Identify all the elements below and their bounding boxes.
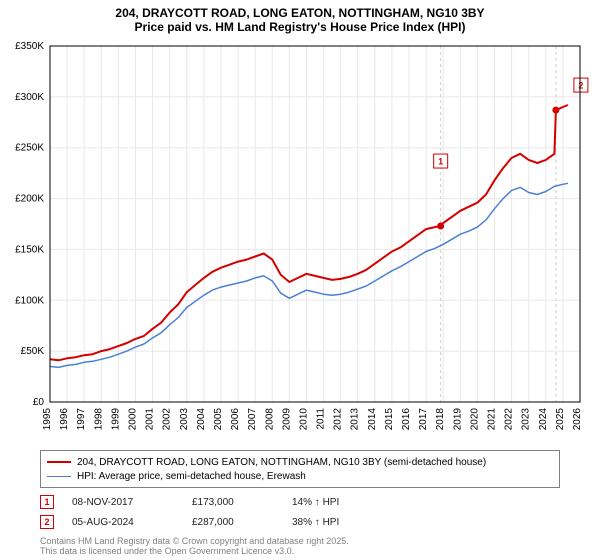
attribution: Contains HM Land Registry data © Crown c…: [40, 536, 349, 557]
x-tick-label: 2006: [230, 408, 241, 431]
x-tick-label: 2005: [213, 408, 224, 431]
sale-point: [552, 107, 559, 114]
x-tick-label: 2000: [127, 408, 138, 431]
x-tick-label: 2012: [333, 408, 344, 431]
x-tick-label: 2015: [384, 408, 395, 431]
sale-marker: 2: [40, 515, 54, 529]
sale-row: 1 08-NOV-2017£173,00014% ↑ HPI: [40, 492, 560, 512]
sale-marker: 1: [40, 495, 54, 509]
title-line1: 204, DRAYCOTT ROAD, LONG EATON, NOTTINGH…: [10, 6, 590, 20]
x-tick-label: 2013: [350, 408, 361, 431]
x-tick-label: 2020: [469, 408, 480, 431]
y-tick-label: £300K: [15, 92, 44, 103]
x-tick-label: 1999: [110, 408, 121, 431]
x-tick-label: 2016: [401, 408, 412, 431]
x-tick-label: 1995: [42, 408, 53, 431]
chart-title: 204, DRAYCOTT ROAD, LONG EATON, NOTTINGH…: [0, 0, 600, 36]
y-tick-label: £200K: [15, 194, 44, 205]
attribution-line2: This data is licensed under the Open Gov…: [40, 546, 349, 556]
x-tick-label: 2021: [487, 408, 498, 431]
x-tick-label: 2018: [435, 408, 446, 431]
x-tick-label: 2001: [145, 408, 156, 431]
x-tick-label: 2010: [298, 408, 309, 431]
legend-swatch: [47, 461, 71, 463]
chart-svg: £0 £50K £100K £150K £200K £250K £300K £350K 1995…: [0, 40, 600, 440]
title-line2: Price paid vs. HM Land Registry's House …: [10, 20, 590, 34]
x-tick-label: 2009: [281, 408, 292, 431]
y-tick-label: £0: [33, 397, 45, 408]
x-tick-label: 2024: [538, 408, 549, 431]
sale-price: £173,000: [192, 497, 292, 508]
x-tick-label: 2007: [247, 408, 258, 431]
plot-background: [50, 46, 580, 402]
sale-price: £287,000: [192, 517, 292, 528]
sale-callout-label: 1: [438, 157, 443, 167]
x-tick-label: 2008: [264, 408, 275, 431]
chart-area: £0 £50K £100K £150K £200K £250K £300K £350K 1995…: [0, 40, 600, 440]
y-tick-label: £150K: [15, 244, 44, 255]
legend-label: 204, DRAYCOTT ROAD, LONG EATON, NOTTINGH…: [77, 457, 486, 468]
x-tick-label: 2017: [418, 408, 429, 431]
legend-item: 204, DRAYCOTT ROAD, LONG EATON, NOTTINGH…: [47, 455, 553, 469]
x-tick-label: 2003: [179, 408, 190, 431]
x-tick-label: 1997: [76, 408, 87, 431]
sale-table: 1 08-NOV-2017£173,00014% ↑ HPI 2 05-AUG-202…: [40, 492, 560, 532]
x-tick-label: 2023: [521, 408, 532, 431]
legend: 204, DRAYCOTT ROAD, LONG EATON, NOTTINGH…: [40, 450, 560, 488]
legend-swatch: [47, 476, 71, 477]
x-tick-label: 2022: [504, 408, 515, 431]
sale-date: 08-NOV-2017: [72, 497, 192, 508]
x-tick-label: 2011: [316, 408, 327, 430]
sale-delta: 38% ↑ HPI: [292, 517, 412, 528]
attribution-line1: Contains HM Land Registry data © Crown c…: [40, 536, 349, 546]
legend-label: HPI: Average price, semi-detached house,…: [77, 471, 306, 482]
x-tick-label: 1996: [59, 408, 70, 431]
x-tick-label: 2014: [367, 408, 378, 431]
x-tick-label: 2002: [162, 408, 173, 431]
sale-point: [437, 223, 444, 230]
y-tick-label: £50K: [21, 346, 45, 357]
sale-callout-label: 2: [578, 81, 583, 91]
sale-row: 2 05-AUG-2024£287,00038% ↑ HPI: [40, 512, 560, 532]
y-tick-label: £100K: [15, 295, 44, 306]
x-tick-label: 2025: [555, 408, 566, 431]
legend-item: HPI: Average price, semi-detached house,…: [47, 469, 553, 483]
sale-delta: 14% ↑ HPI: [292, 497, 412, 508]
sale-date: 05-AUG-2024: [72, 517, 192, 528]
x-tick-label: 2004: [196, 408, 207, 431]
x-tick-label: 1998: [93, 408, 104, 431]
y-tick-label: £350K: [15, 41, 44, 52]
x-tick-label: 2019: [452, 408, 463, 431]
y-tick-label: £250K: [15, 143, 44, 154]
x-tick-label: 2026: [572, 408, 583, 431]
